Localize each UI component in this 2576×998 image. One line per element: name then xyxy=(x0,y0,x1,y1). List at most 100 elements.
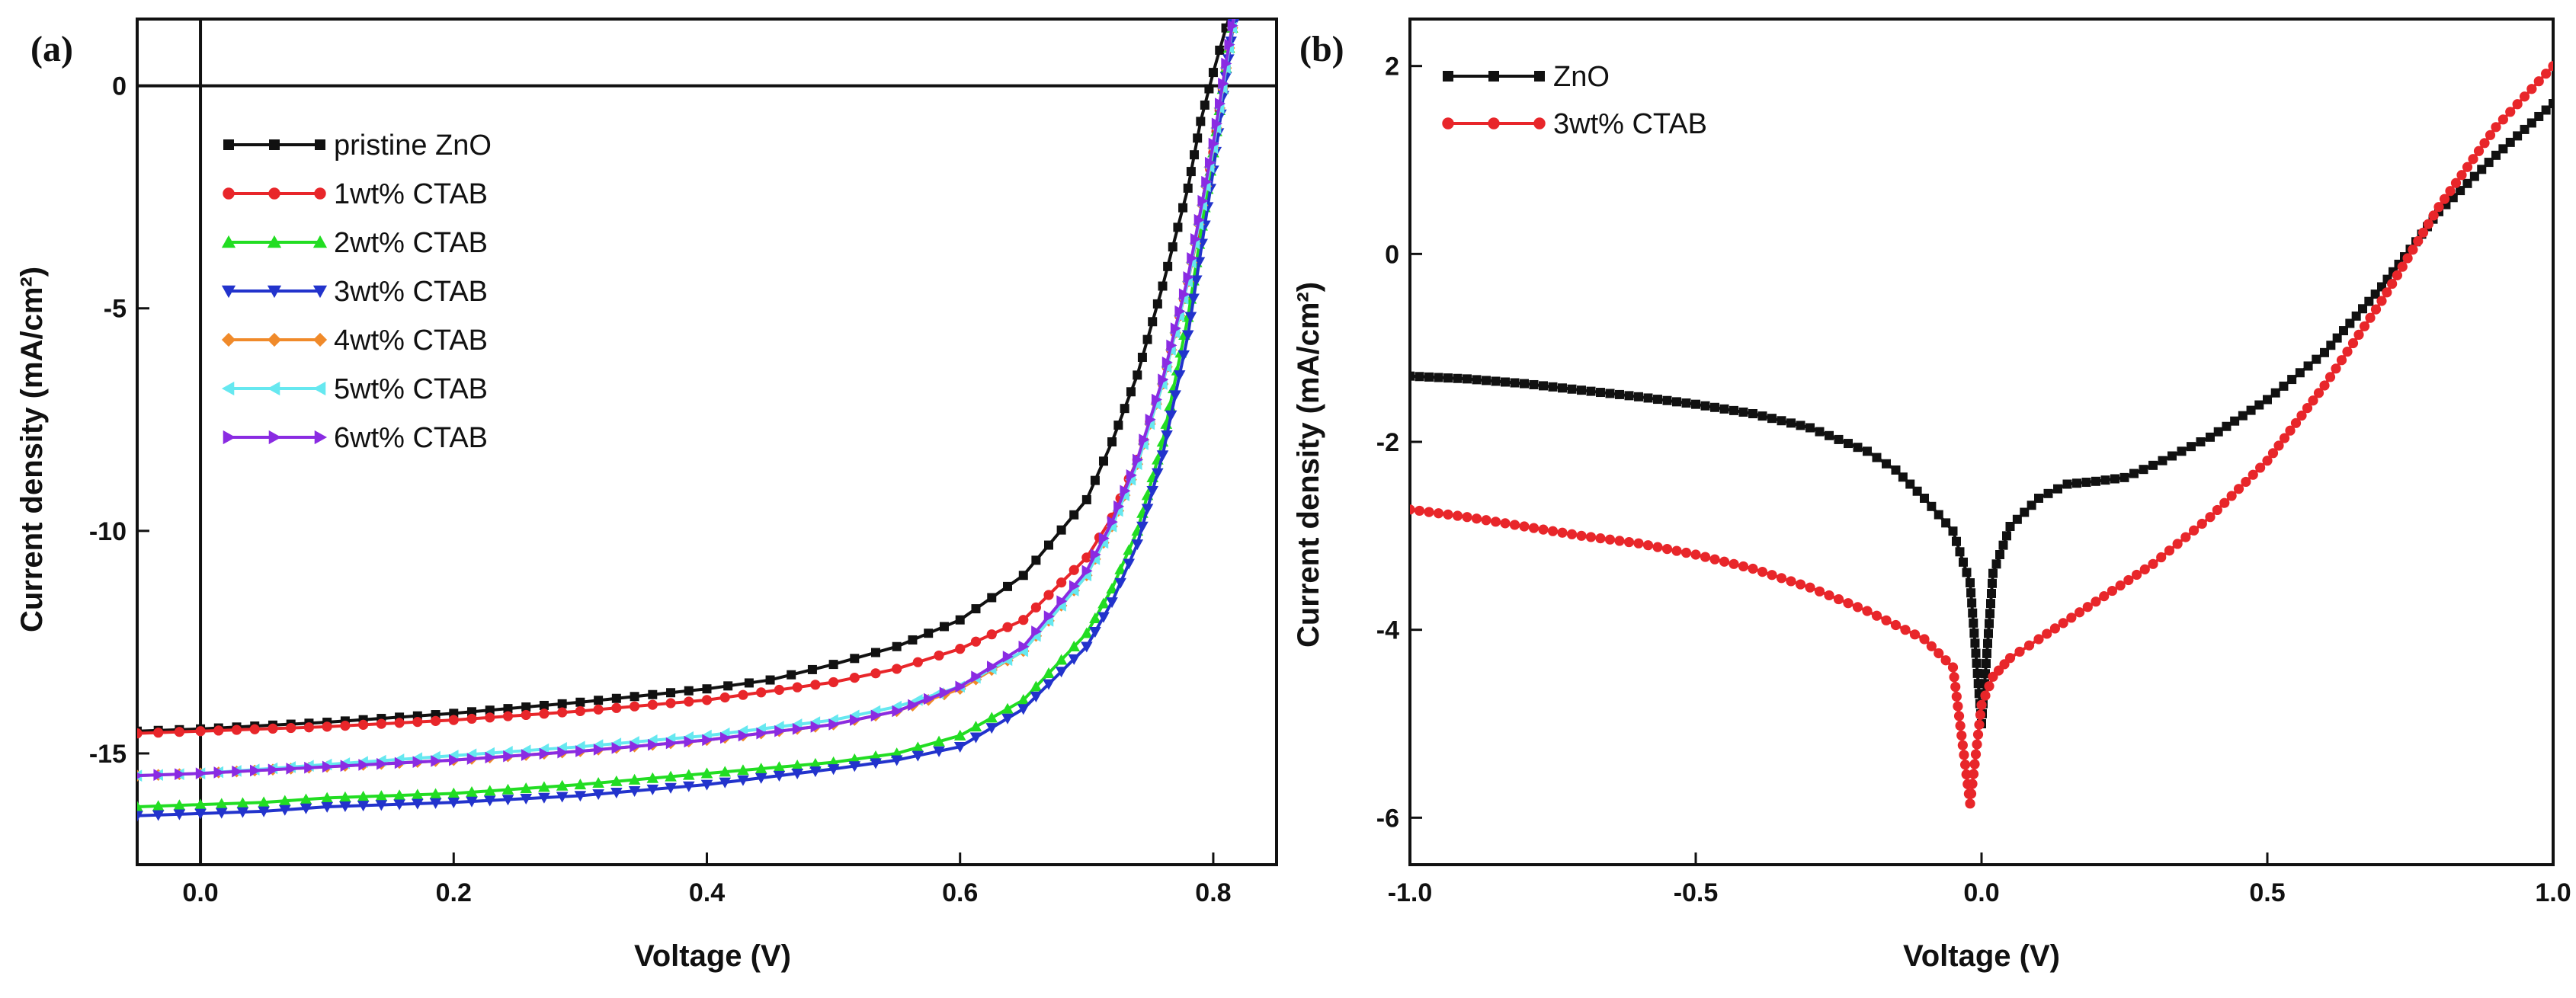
a-data-point xyxy=(1081,627,1093,638)
a-data-point xyxy=(810,721,822,733)
a-data-point xyxy=(1215,45,1225,55)
a-data-point xyxy=(412,756,424,769)
a-data-point xyxy=(1229,2,1240,14)
a-data-point xyxy=(1055,654,1068,665)
a-data-point xyxy=(303,722,315,733)
a-data-point xyxy=(629,701,640,712)
a-data-point xyxy=(503,704,513,714)
b-data-point xyxy=(2148,558,2158,569)
a-data-point xyxy=(1146,486,1159,497)
b-data-point xyxy=(2512,99,2523,110)
a-data-point xyxy=(1044,540,1053,550)
a-data-point xyxy=(646,784,659,795)
a-data-point xyxy=(575,697,585,707)
a-series-line xyxy=(137,19,1231,733)
a-data-point xyxy=(908,635,918,645)
a-data-point xyxy=(1158,281,1168,291)
b-data-point xyxy=(2358,304,2367,314)
a-data-point xyxy=(1193,213,1205,226)
a-data-point xyxy=(215,808,228,819)
b-data-point xyxy=(1786,576,1796,587)
a-data-point xyxy=(1148,317,1158,327)
a-legend-label: 2wt% CTAB xyxy=(334,227,488,259)
a-series-line xyxy=(137,19,1235,735)
a-data-point xyxy=(792,723,803,735)
b-data-point xyxy=(1957,740,1968,750)
a-data-point xyxy=(1043,667,1055,679)
a-data-point xyxy=(1056,595,1068,607)
b-data-point xyxy=(1548,382,1558,392)
b-data-point xyxy=(1890,619,1902,631)
a-data-point xyxy=(1113,500,1125,513)
b-data-point xyxy=(1680,547,1692,558)
a-data-point xyxy=(850,654,860,664)
b-data-point xyxy=(1953,701,1963,712)
b-data-point xyxy=(1970,749,1982,760)
b-data-point xyxy=(1941,518,1951,528)
a-data-point xyxy=(987,661,998,673)
a-legend-entry: 4wt% CTAB xyxy=(221,325,488,357)
b-data-point xyxy=(1491,376,1501,386)
b-data-point xyxy=(2320,347,2329,357)
b-data-point xyxy=(2212,504,2222,516)
a-data-point xyxy=(574,779,587,790)
b-data-point xyxy=(1927,501,1937,511)
b-data-point xyxy=(2074,607,2085,618)
a-data-point xyxy=(1068,640,1081,651)
b-data-point xyxy=(1585,532,1597,542)
b-data-point xyxy=(2129,469,2139,478)
b-data-point xyxy=(1966,588,1976,598)
b-data-point xyxy=(1796,421,1805,430)
b-data-point xyxy=(2287,375,2297,385)
b-data-point xyxy=(1969,618,1978,628)
a-data-point xyxy=(1097,597,1110,609)
a-data-point xyxy=(1230,3,1240,13)
a-data-point xyxy=(684,696,694,707)
b-data-point xyxy=(1414,505,1425,517)
b-data-point xyxy=(2049,623,2061,634)
b-data-point xyxy=(2164,545,2175,556)
b-legend-label: ZnO xyxy=(1553,61,1610,93)
a-data-point xyxy=(1003,581,1013,591)
a-data-point xyxy=(195,767,207,780)
a-data-point xyxy=(594,696,604,705)
a-data-point xyxy=(1152,299,1162,309)
b-y-tick-label: 0 xyxy=(1385,240,1399,269)
b-data-point xyxy=(1586,386,1596,396)
a-x-tick-label: 0.8 xyxy=(1195,878,1231,907)
b-data-point xyxy=(1528,523,1540,533)
b-data-point xyxy=(1557,527,1568,538)
b-data-point xyxy=(2222,421,2232,431)
b-data-point xyxy=(2004,653,2016,664)
a-data-point xyxy=(215,798,228,809)
a-data-point xyxy=(173,809,186,820)
a-data-point xyxy=(412,717,423,728)
a-data-point xyxy=(556,792,569,803)
a-legend-label: 6wt% CTAB xyxy=(334,422,488,454)
a-data-point xyxy=(268,763,279,776)
a-data-point xyxy=(828,677,839,688)
a-data-point xyxy=(774,725,786,737)
b-data-point xyxy=(1969,759,1980,769)
b-data-point xyxy=(2246,405,2256,415)
a-data-point xyxy=(1089,627,1101,638)
b-data-point xyxy=(2279,433,2290,443)
a-data-point xyxy=(1107,437,1117,446)
a-data-point xyxy=(1200,100,1210,110)
a-data-point xyxy=(646,772,659,783)
b-y-tick-label: -6 xyxy=(1376,804,1399,833)
b-legend-entry: ZnO xyxy=(1443,61,1610,93)
a-data-point xyxy=(870,709,882,722)
a-data-point xyxy=(1161,357,1173,369)
a-data-point xyxy=(1169,390,1181,401)
a-data-point xyxy=(466,753,478,765)
b-data-point xyxy=(2255,462,2266,473)
a-data-point xyxy=(429,798,442,809)
b-data-point xyxy=(2196,437,2206,446)
a-data-point xyxy=(923,693,934,705)
a-series-line xyxy=(137,19,1235,809)
a-data-point xyxy=(357,801,370,812)
a-data-point xyxy=(969,732,982,744)
a-data-point xyxy=(1120,404,1129,414)
b-data-point xyxy=(1661,544,1673,555)
